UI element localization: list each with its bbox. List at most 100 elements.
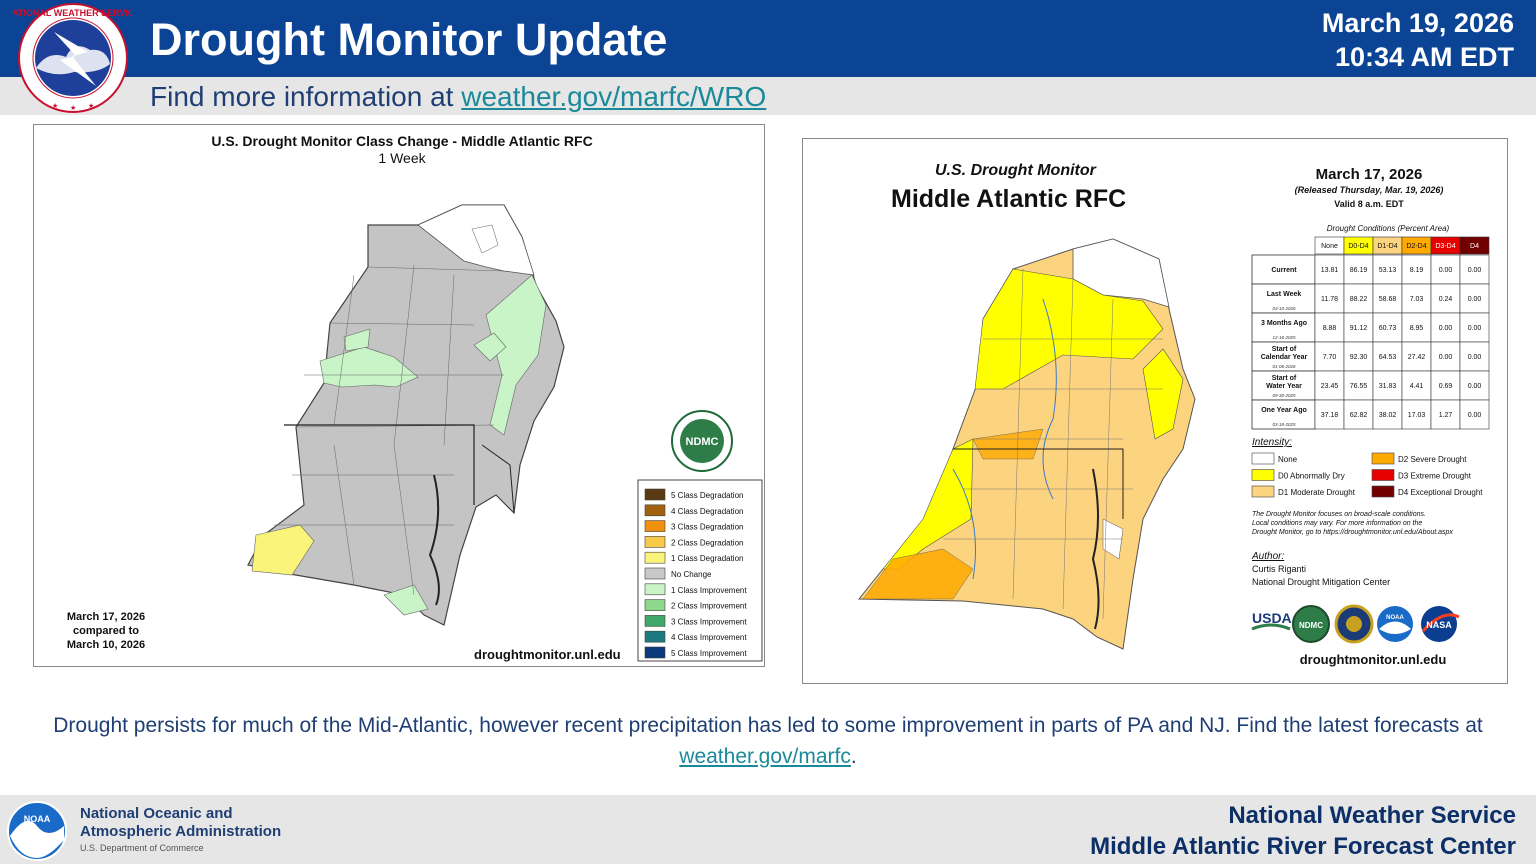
table-cell (1314, 399, 1345, 430)
intensity-legend: Intensity: None D0 Abnormally Dry D1 Moder… (1251, 437, 1483, 498)
table-cell (1372, 399, 1403, 430)
table-cell-value: 62.82 (1350, 412, 1368, 419)
table-row-label-cell (1251, 341, 1316, 372)
legend-label: 2 Class Degradation (671, 538, 743, 547)
table-row-label-cell (1251, 399, 1316, 430)
table-cell (1343, 283, 1374, 314)
marfc-link[interactable]: weather.gov/marfc (679, 745, 851, 768)
table-cell (1401, 370, 1432, 401)
table-cell-value: 0.00 (1468, 296, 1482, 303)
table-header-label: D4 (1470, 243, 1479, 250)
table-cell (1430, 399, 1461, 430)
legend-swatch (644, 583, 666, 596)
table-header-label: D3-D4 (1435, 243, 1455, 250)
dm-title-2: Middle Atlantic RFC (891, 185, 1126, 213)
dm-valid: Valid 8 a.m. EDT (1334, 199, 1404, 209)
svg-text:★: ★ (70, 104, 76, 112)
noaa-logo-text: NOAA (24, 814, 51, 824)
subheader-bar (0, 77, 1536, 115)
usda-logo-text: USDA (1252, 610, 1292, 626)
footer-office-line-2: Middle Atlantic River Forecast Center (1090, 833, 1516, 860)
table-cell (1459, 399, 1490, 430)
table-cell-value: 37.18 (1321, 412, 1339, 419)
legend-label: 3 Class Degradation (671, 523, 743, 532)
legend-label: 5 Class Improvement (671, 649, 747, 658)
legend-label: 2 Class Improvement (671, 602, 747, 611)
class-change-subtitle: 1 Week (378, 150, 426, 166)
table-cell (1343, 399, 1374, 430)
table-cell-value: 11.78 (1321, 296, 1338, 303)
table-cell (1314, 370, 1345, 401)
intensity-swatch (1371, 485, 1395, 498)
intensity-swatch (1251, 485, 1275, 498)
intensity-swatch (1371, 452, 1395, 465)
legend-label: 4 Class Degradation (671, 507, 743, 516)
legend-swatch (644, 504, 666, 517)
table-cell-value: 53.13 (1379, 267, 1397, 274)
table-cell (1314, 283, 1345, 314)
table-cell (1430, 341, 1461, 372)
table-row-label-cell (1251, 254, 1316, 285)
table-cell-value: 0.00 (1468, 354, 1482, 361)
table-cell-value: 60.73 (1379, 325, 1397, 332)
table-row-label: Water Year (1266, 383, 1302, 390)
legend-swatch (644, 630, 666, 643)
dm-released: (Released Thursday, Mar. 19, 2026) (1295, 185, 1444, 195)
legend-label: 4 Class Improvement (671, 633, 747, 642)
noaa-small-text: NOAA (1386, 615, 1404, 621)
table-cell-value: 8.19 (1410, 267, 1424, 274)
dm-note-3: Drought Monitor, go to https://droughtmo… (1252, 529, 1453, 536)
footer-bar (0, 795, 1536, 864)
usda-logo: USDA (1251, 610, 1292, 631)
drought-monitor-map-panel: U.S. Drought Monitor Middle Atlantic RFC… (802, 138, 1508, 684)
table-cell (1343, 370, 1374, 401)
find-more-line: Find more information at weather.gov/mar… (150, 81, 766, 113)
table-cell (1401, 399, 1432, 430)
class-change-title: U.S. Drought Monitor Class Change - Midd… (211, 133, 592, 149)
table-cell-value: 0.00 (1468, 383, 1482, 390)
dm-date: March 17, 2026 (1316, 166, 1423, 183)
table-row-label: One Year Ago (1261, 407, 1307, 414)
table-header-label: None (1321, 243, 1338, 250)
intensity-label: None (1278, 455, 1298, 464)
footer-office: National Weather Service Middle Atlantic… (1090, 800, 1516, 862)
table-row-label: Calendar Year (1261, 354, 1308, 361)
table-cell-value: 7.03 (1410, 296, 1424, 303)
intensity-label: D3 Extreme Drought (1398, 472, 1472, 481)
noaa-logo-small: NOAA (1377, 606, 1413, 642)
left-map-source: droughtmonitor.unl.edu (474, 647, 621, 662)
header-bar (0, 0, 1536, 77)
legend-swatch (644, 520, 666, 532)
legend-swatch (644, 536, 666, 548)
ndmc-logo-text: NDMC (686, 436, 719, 448)
table-cell (1372, 312, 1403, 343)
table-cell-value: 0.69 (1439, 383, 1453, 390)
legend-swatch (644, 488, 666, 501)
ndmc-logo-small: NDMC (1292, 605, 1330, 643)
find-more-prefix: Find more information at (150, 81, 462, 112)
table-cell (1401, 283, 1432, 314)
author-name: Curtis Riganti (1252, 564, 1306, 574)
legend-label: 1 Class Improvement (671, 586, 747, 595)
intensity-swatch (1251, 469, 1275, 481)
author-title: Author: (1251, 551, 1284, 562)
caption-end: . (850, 745, 857, 768)
intensity-title: Intensity: (1252, 437, 1292, 448)
table-row-label: Start of (1272, 375, 1297, 382)
noaa-logo: NOAA (7, 801, 67, 861)
doc-seal-logo (1334, 604, 1374, 644)
summary-caption: Drought persists for much of the Mid-Atl… (40, 710, 1496, 772)
table-cell-value: 4.41 (1410, 383, 1424, 390)
table-header-cell (1459, 236, 1490, 255)
noaa-name: National Oceanic and Atmospheric Adminis… (80, 805, 281, 841)
wro-link[interactable]: weather.gov/marfc/WRO (461, 81, 767, 112)
table-row-sublabel: 09-30-2025 (1272, 393, 1296, 398)
table-caption: Drought Conditions (Percent Area) (1327, 224, 1450, 233)
table-cell-value: 1.27 (1439, 412, 1453, 419)
legend-swatch (644, 551, 666, 564)
dm-note-2: Local conditions may vary. For more info… (1252, 520, 1422, 527)
table-cell (1430, 312, 1461, 343)
class-change-map-panel: U.S. Drought Monitor Class Change - Midd… (33, 124, 765, 667)
class-change-map (247, 204, 565, 626)
legend-label: No Change (671, 570, 712, 579)
